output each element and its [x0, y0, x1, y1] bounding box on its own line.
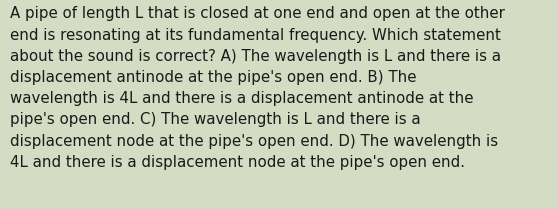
Text: A pipe of length L that is closed at one end and open at the other
end is resona: A pipe of length L that is closed at one…: [10, 6, 505, 170]
